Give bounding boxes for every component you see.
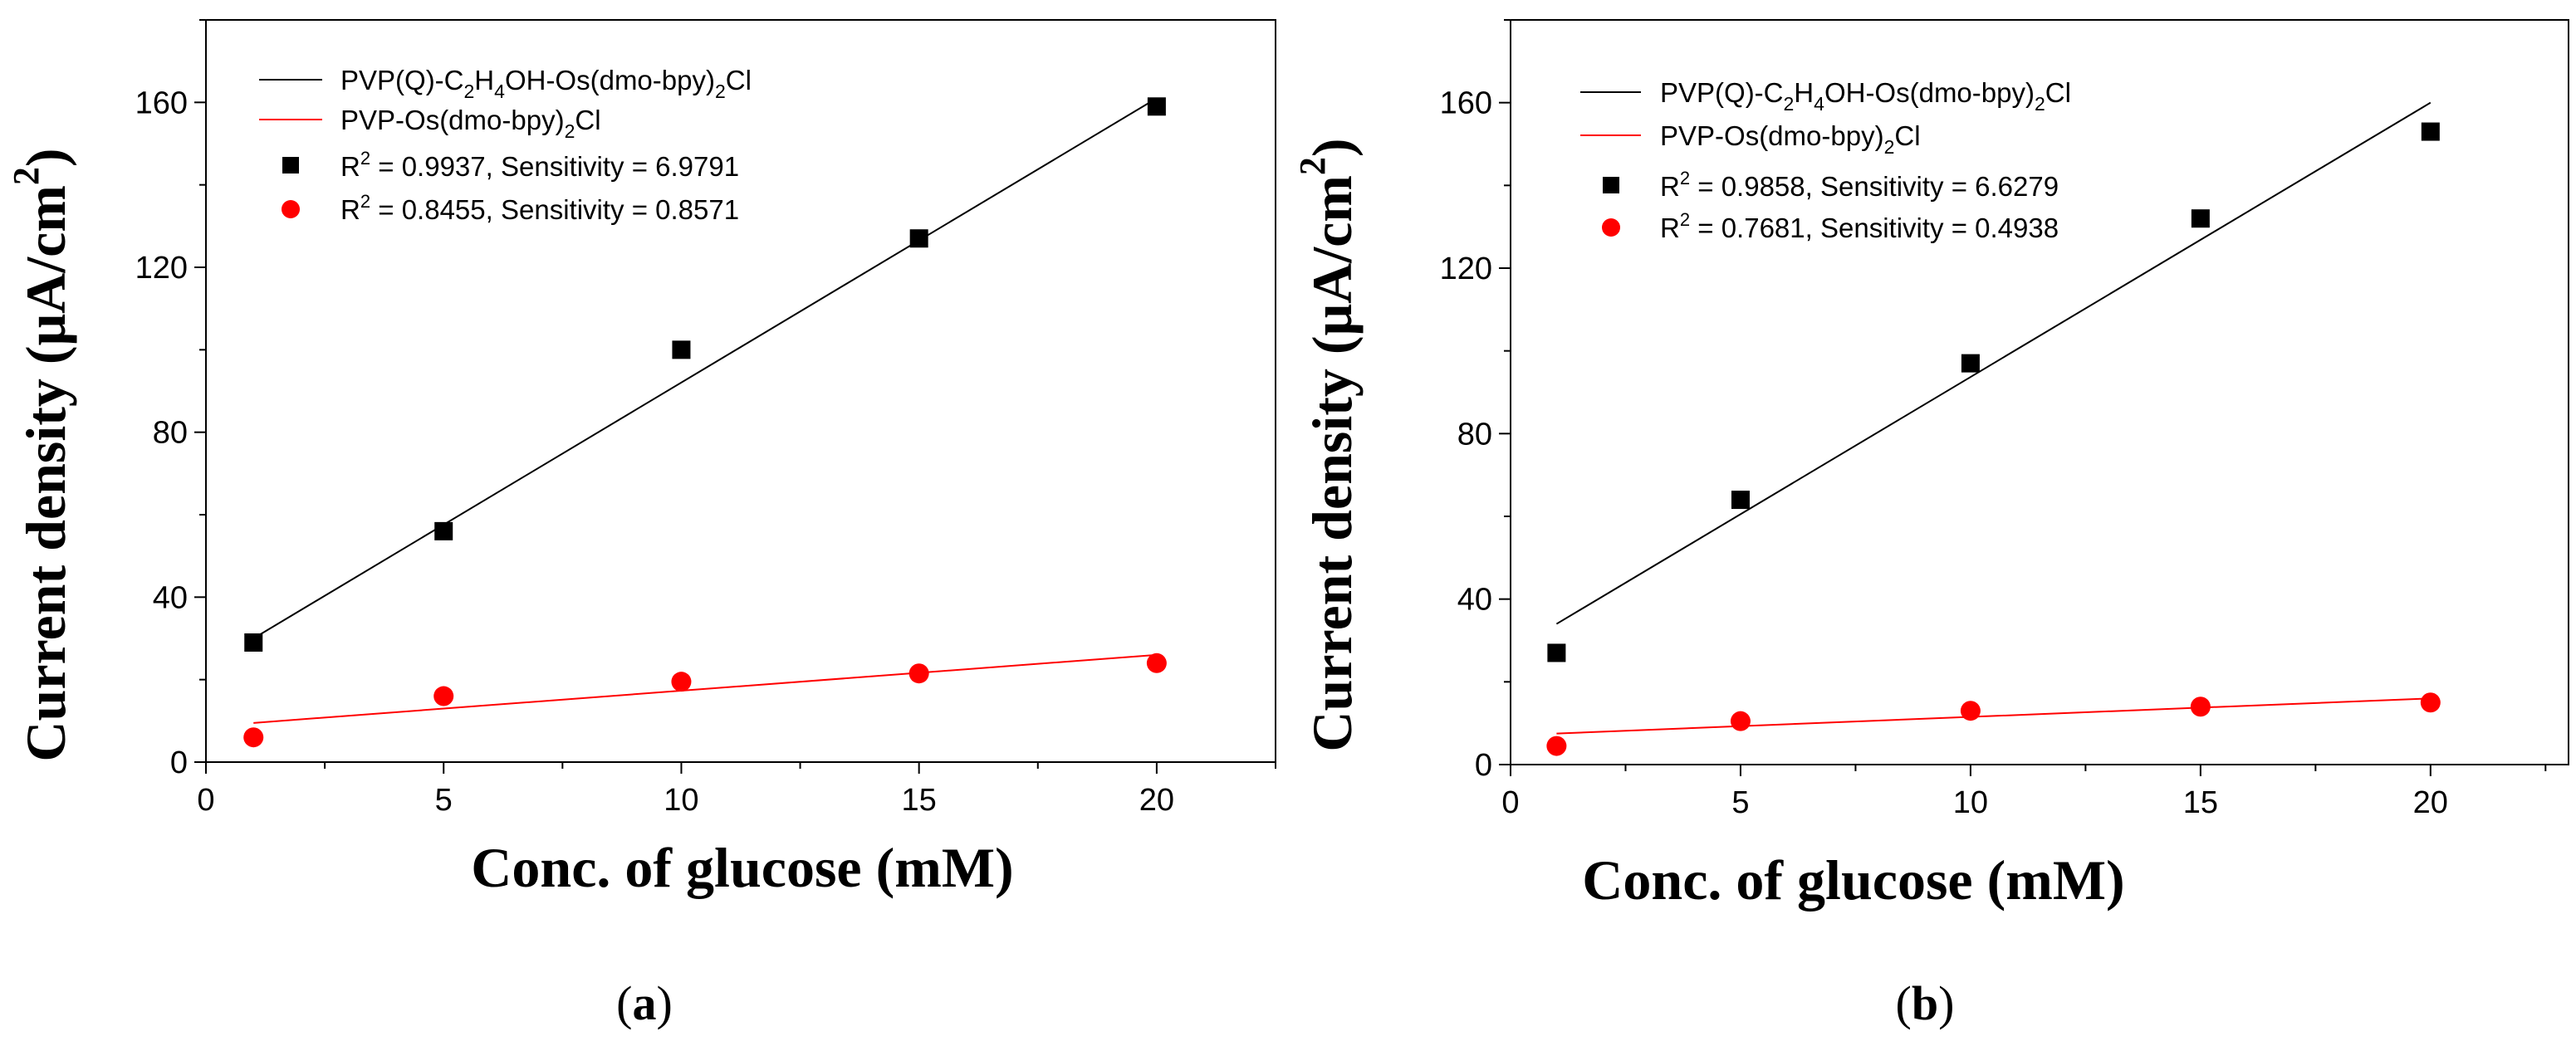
data-point-series1-b xyxy=(2191,209,2210,228)
data-point-series2-b xyxy=(1546,736,1567,756)
data-point-series1-a xyxy=(909,229,928,248)
legend-marker-square-b xyxy=(1603,177,1619,193)
plot-area-b: 0 5 10 15 20 0 40 80 120 160 xyxy=(1440,19,2569,820)
chart-panel-b: 0 5 10 15 20 0 40 80 120 160 Current density (μA/… xyxy=(1288,0,2576,1046)
data-point-series1-a xyxy=(244,633,263,652)
legend-fit-label-series1-b: R2 = 0.9858, Sensitivity = 6.6279 xyxy=(1660,168,2059,202)
legend-marker-circle-b xyxy=(1602,218,1620,237)
data-point-series2-a xyxy=(908,663,929,684)
x-tick-label-b: 15 xyxy=(2183,785,2218,820)
y-tick-label-a: 160 xyxy=(135,86,188,120)
legend-label-series2-a: PVP-Os(dmo-bpy)2Cl xyxy=(340,105,601,142)
y-tick-label-a: 80 xyxy=(153,416,188,451)
x-axis-title-a: Conc. of glucose (mM) xyxy=(471,836,1013,899)
plot-frame-b xyxy=(1510,19,2569,765)
data-point-series1-b xyxy=(1731,491,1750,510)
chart-b-svg: 0 5 10 15 20 0 40 80 120 160 Current density (μA/… xyxy=(1292,19,2569,1030)
legend-marker-circle-a xyxy=(282,200,300,218)
data-point-series1-b xyxy=(1961,354,1980,373)
x-tick-label-a: 0 xyxy=(197,783,214,818)
fit-line-series2-a xyxy=(253,653,1157,724)
y-tick-label-b: 80 xyxy=(1457,417,1492,452)
x-tick-label-a: 15 xyxy=(902,783,937,818)
data-point-series2-b xyxy=(2420,692,2441,713)
x-tick-label-a: 5 xyxy=(435,783,453,818)
legend-fit-label-series1-a: R2 = 0.9937, Sensitivity = 6.9791 xyxy=(340,148,739,182)
legend-fit-label-series2-a: R2 = 0.8455, Sensitivity = 0.8571 xyxy=(340,191,739,225)
legend-fit-label-series2-b: R2 = 0.7681, Sensitivity = 0.4938 xyxy=(1660,209,2059,243)
y-tick-label-a: 120 xyxy=(135,251,188,286)
legend-label-series1-b: PVP(Q)-C2H4OH-Os(dmo-bpy)2Cl xyxy=(1660,77,2071,115)
fit-line-series1-a xyxy=(252,97,1158,639)
y-axis-title-b: Current density (μA/cm2) xyxy=(1292,138,1364,751)
data-point-series2-a xyxy=(1146,653,1167,673)
legend-a: PVP(Q)-C2H4OH-Os(dmo-bpy)2Cl PVP-Os(dmo-… xyxy=(259,65,752,225)
legend-label-series1-a: PVP(Q)-C2H4OH-Os(dmo-bpy)2Cl xyxy=(340,65,752,102)
y-tick-label-a: 40 xyxy=(153,580,188,615)
data-point-series1-b xyxy=(2421,122,2440,141)
y-tick-label-a: 0 xyxy=(170,745,188,780)
chart-a-svg: 0 5 10 15 20 0 40 80 120 160 Current density (μA/… xyxy=(6,19,1276,1030)
fit-line-series2-b xyxy=(1556,697,2431,735)
data-point-series2-a xyxy=(243,727,264,748)
y-tick-label-b: 120 xyxy=(1440,252,1492,286)
x-tick-label-b: 20 xyxy=(2413,785,2448,820)
x-tick-label-b: 5 xyxy=(1731,785,1749,820)
data-point-series1-b xyxy=(1547,643,1566,662)
y-tick-label-b: 40 xyxy=(1457,583,1492,618)
y-tick-label-b: 160 xyxy=(1440,86,1492,121)
legend-marker-square-a xyxy=(282,157,299,174)
fit-line-series1-b xyxy=(1555,101,2432,625)
data-point-series2-b xyxy=(2190,697,2211,717)
plot-area-a: 0 5 10 15 20 0 40 80 120 160 xyxy=(135,19,1276,818)
x-axis-title-b: Conc. of glucose (mM) xyxy=(1582,848,2124,912)
legend-b: PVP(Q)-C2H4OH-Os(dmo-bpy)2Cl PVP-Os(dmo-… xyxy=(1580,77,2071,243)
plot-frame-a xyxy=(205,19,1276,763)
data-point-series1-a xyxy=(672,340,691,359)
data-point-series2-a xyxy=(433,686,454,706)
legend-label-series2-b: PVP-Os(dmo-bpy)2Cl xyxy=(1660,120,1921,158)
x-tick-label-a: 10 xyxy=(664,783,698,818)
x-tick-label-b: 0 xyxy=(1501,785,1519,820)
x-tick-label-a: 20 xyxy=(1139,783,1174,818)
data-point-series1-a xyxy=(1147,97,1166,116)
data-point-series2-b xyxy=(1960,701,1981,721)
y-axis-title-a: Current density (μA/cm2) xyxy=(6,148,77,761)
panel-caption-b: (b) xyxy=(1896,976,1955,1030)
data-point-series2-a xyxy=(671,672,692,692)
data-point-series1-a xyxy=(434,521,453,540)
data-point-series2-b xyxy=(1730,711,1751,731)
panel-caption-a: (a) xyxy=(616,976,673,1030)
x-tick-label-b: 10 xyxy=(1953,785,1988,820)
y-tick-label-b: 0 xyxy=(1475,748,1492,783)
chart-panel-a: 0 5 10 15 20 0 40 80 120 160 Current density (μA/… xyxy=(6,19,1276,1030)
